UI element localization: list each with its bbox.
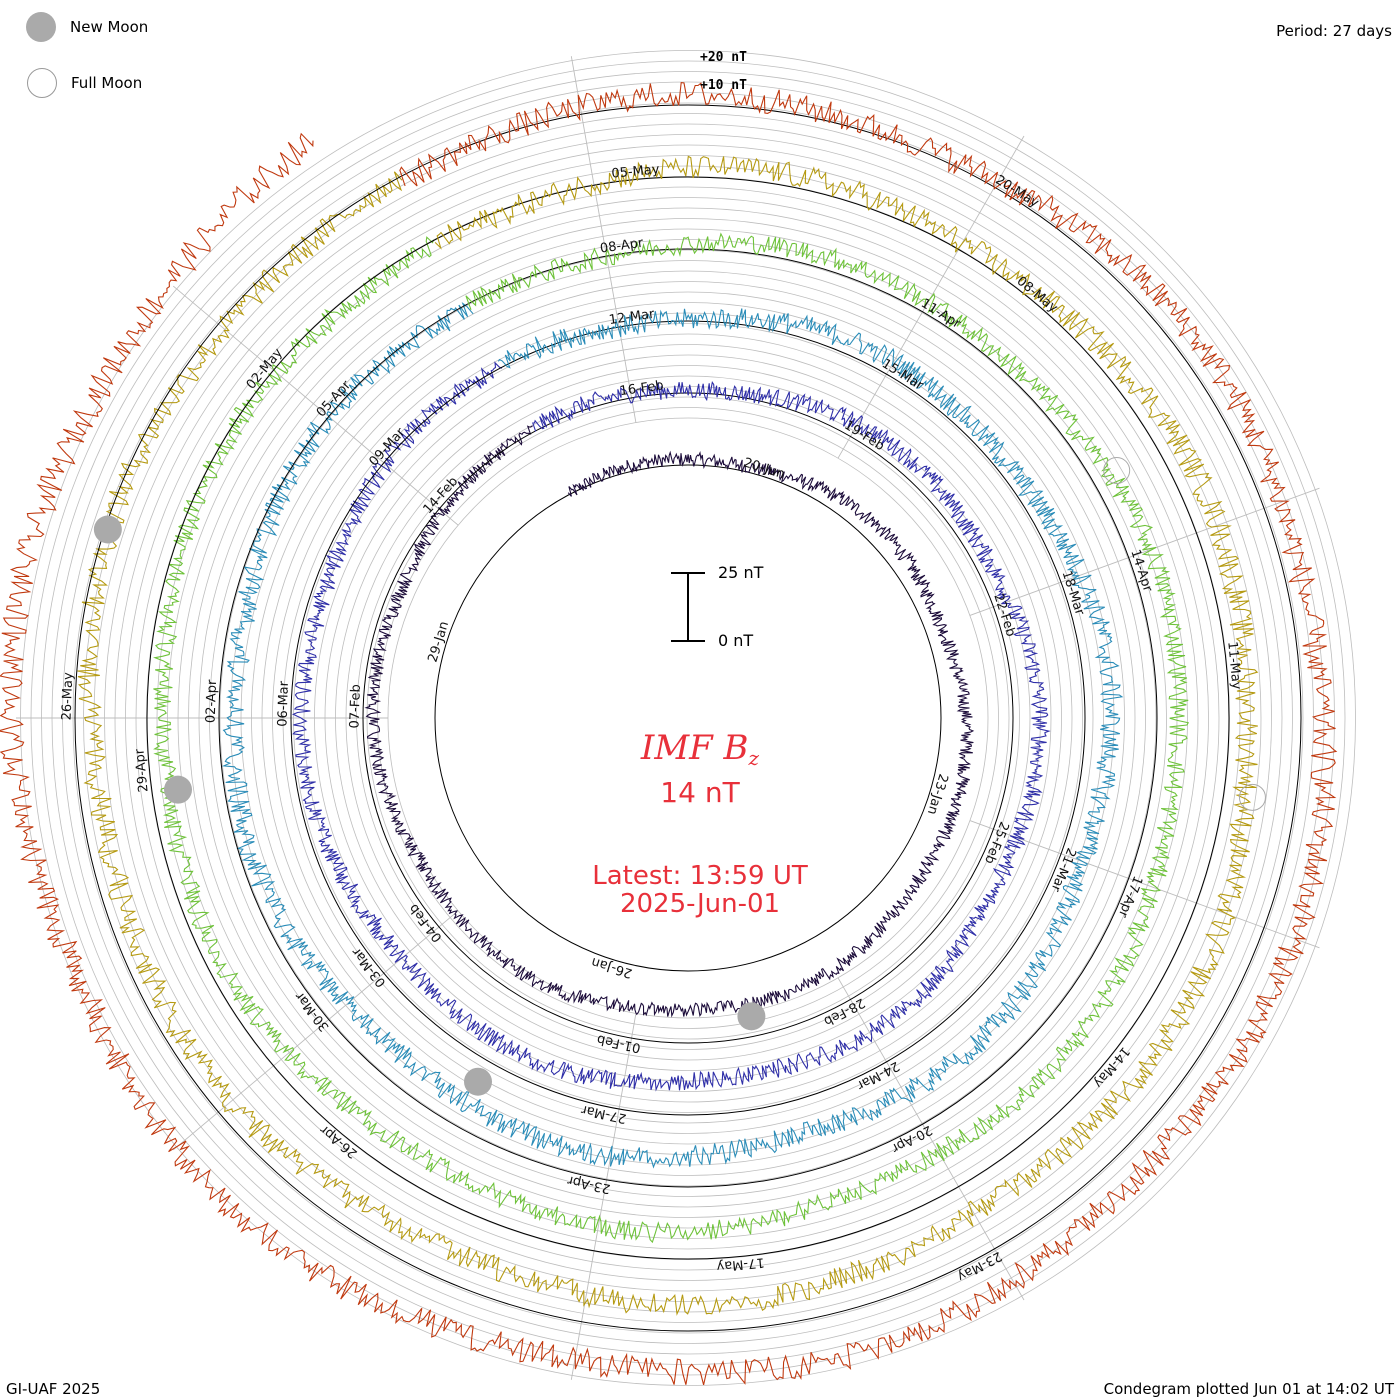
radial-spoke (570, 56, 637, 423)
date-label: 27-Mar (579, 1101, 628, 1125)
reference-ring (74, 104, 1302, 1332)
grid-ring (366, 396, 1010, 1040)
chart-title: IMF Bz (0, 728, 1400, 770)
latest-date: 2025-Jun-01 (619, 889, 781, 919)
date-label: 26-Apr (317, 1121, 361, 1161)
radial-spoke (837, 977, 1025, 1301)
date-label: 26-Jan (590, 954, 635, 981)
date-label: 14-May (1090, 1044, 1132, 1091)
date-label: 19-Feb (841, 418, 886, 454)
ring-labels: +20 nT +10 nT (700, 50, 747, 93)
radial-spoke (969, 487, 1320, 616)
radial-spoke (172, 285, 459, 526)
plotted-label: Condegram plotted Jun 01 at 14:02 UT (1103, 1380, 1394, 1398)
series-2 (291, 361, 1051, 1092)
date-label: 29-Apr (132, 748, 151, 793)
full-moon-icon (27, 68, 57, 98)
radial-spoke (969, 820, 1320, 949)
ring-scale-label: +10 nT (700, 78, 747, 93)
date-label: 30-Mar (292, 988, 332, 1034)
grid-ring (387, 417, 989, 1019)
grid-ring (335, 365, 1041, 1071)
series-4 (153, 232, 1190, 1244)
spiral-series (0, 81, 1338, 1386)
credit-label: GI-UAF 2025 (6, 1380, 101, 1398)
series-line (291, 361, 1051, 1092)
period-label: Period: 27 days (1276, 22, 1392, 40)
date-label: 02-Apr (204, 679, 221, 724)
reference-ring (290, 320, 1086, 1116)
new-moon-marker (93, 515, 122, 544)
ring-scale-label: +20 nT (700, 50, 747, 65)
date-label: 12-Mar (608, 307, 656, 328)
full-moon-marker (1238, 783, 1266, 811)
series-5 (77, 155, 1259, 1316)
series-line (221, 302, 1124, 1169)
latest-time: Latest: 13:59 UT (592, 861, 808, 891)
date-label: 11-May (1224, 641, 1244, 691)
date-label: 18-Mar (1059, 569, 1088, 618)
current-value: 14 nT (660, 776, 740, 809)
date-label: 20-Jun (742, 455, 787, 482)
full-moon-marker (1103, 457, 1131, 484)
new-moon-marker (164, 775, 193, 804)
grid-ring (261, 291, 1115, 1145)
date-label: 16-Feb (619, 378, 665, 399)
reference-ring (146, 176, 1230, 1260)
series-line (364, 425, 975, 1018)
chart-title-sub: z (748, 746, 760, 770)
latest-block: Latest: 13:59 UT 2025-Jun-01 (0, 862, 1400, 918)
date-label: 07-Feb (347, 684, 364, 729)
series-1 (364, 425, 975, 1018)
reference-ring (218, 248, 1158, 1188)
series-6 (0, 81, 1338, 1386)
legend-new-moon-label: New Moon (70, 18, 149, 36)
new-moon-marker (737, 1002, 766, 1031)
date-label: 29-Jan (426, 620, 453, 665)
moon-markers (93, 457, 1266, 1096)
legend-full-moon: Full Moon (27, 68, 142, 98)
date-label: 26-May (60, 672, 77, 721)
legend-full-moon-label: Full Moon (71, 74, 143, 92)
series-line (0, 81, 1338, 1386)
radial-spoke (570, 1013, 637, 1380)
scale-bottom-label: 0 nT (718, 631, 754, 650)
date-label: 17-May (716, 1254, 766, 1274)
radial-spoke (172, 910, 459, 1151)
series-3 (221, 302, 1124, 1169)
date-label: 05-May (611, 162, 661, 182)
series-line (153, 232, 1190, 1244)
new-moon-marker (464, 1067, 492, 1096)
scale-top-label: 25 nT (718, 563, 764, 582)
scale-bar (671, 572, 705, 642)
reference-ring (434, 464, 942, 972)
chart-title-main: IMF B (640, 728, 749, 768)
date-label: 06-Mar (275, 680, 292, 727)
date-label: 08-Apr (599, 236, 645, 257)
date-label: 08-May (1014, 274, 1061, 316)
grid-ring (324, 354, 1052, 1082)
series-line (77, 155, 1259, 1316)
legend-new-moon: New Moon (26, 12, 148, 42)
new-moon-icon (26, 12, 56, 42)
